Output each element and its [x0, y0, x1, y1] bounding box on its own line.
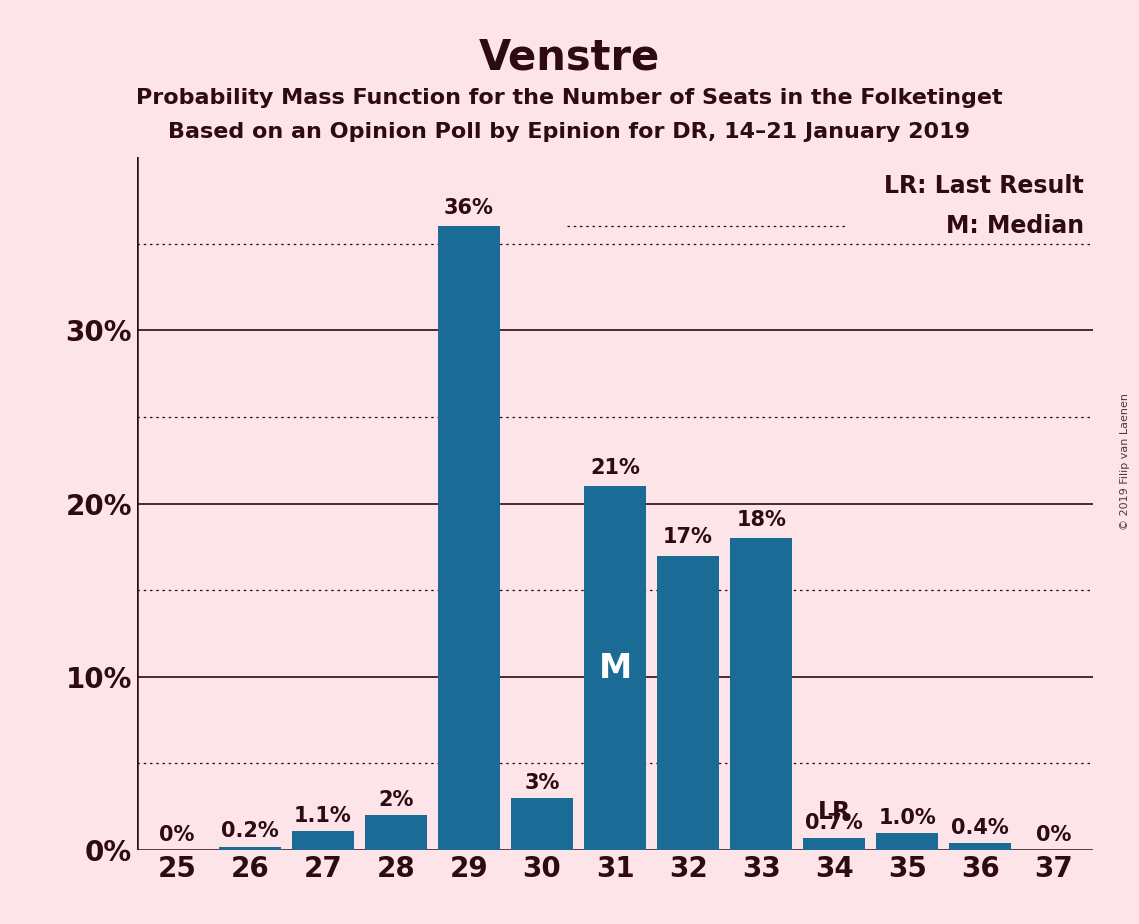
Text: LR: LR — [818, 800, 851, 824]
Text: 0.7%: 0.7% — [805, 813, 863, 833]
Text: 2%: 2% — [378, 790, 413, 810]
Text: © 2019 Filip van Laenen: © 2019 Filip van Laenen — [1121, 394, 1130, 530]
Text: 0%: 0% — [1035, 825, 1071, 845]
Bar — [730, 538, 792, 850]
Text: 0.4%: 0.4% — [951, 818, 1009, 838]
Text: 18%: 18% — [736, 509, 786, 529]
Text: Based on an Opinion Poll by Epinion for DR, 14–21 January 2019: Based on an Opinion Poll by Epinion for … — [169, 122, 970, 142]
Text: 21%: 21% — [590, 457, 640, 478]
Bar — [949, 843, 1011, 850]
Bar — [584, 486, 646, 850]
Bar — [219, 846, 281, 850]
Bar — [439, 226, 500, 850]
Text: 1.1%: 1.1% — [294, 806, 352, 826]
Bar — [364, 816, 427, 850]
Bar — [803, 838, 866, 850]
Text: 3%: 3% — [524, 772, 559, 793]
Text: M: M — [598, 651, 632, 685]
Bar — [511, 798, 573, 850]
Text: Probability Mass Function for the Number of Seats in the Folketinget: Probability Mass Function for the Number… — [137, 88, 1002, 108]
Bar — [292, 831, 354, 850]
Text: 0.2%: 0.2% — [221, 821, 279, 842]
Text: Venstre: Venstre — [478, 37, 661, 79]
Text: LR: Last Result: LR: Last Result — [884, 175, 1084, 199]
Text: 1.0%: 1.0% — [878, 808, 936, 828]
Bar — [876, 833, 939, 850]
Text: 0%: 0% — [159, 825, 195, 845]
Text: M: Median: M: Median — [945, 214, 1084, 237]
Bar — [657, 555, 719, 850]
Text: 17%: 17% — [663, 527, 713, 547]
Text: 36%: 36% — [444, 198, 494, 218]
